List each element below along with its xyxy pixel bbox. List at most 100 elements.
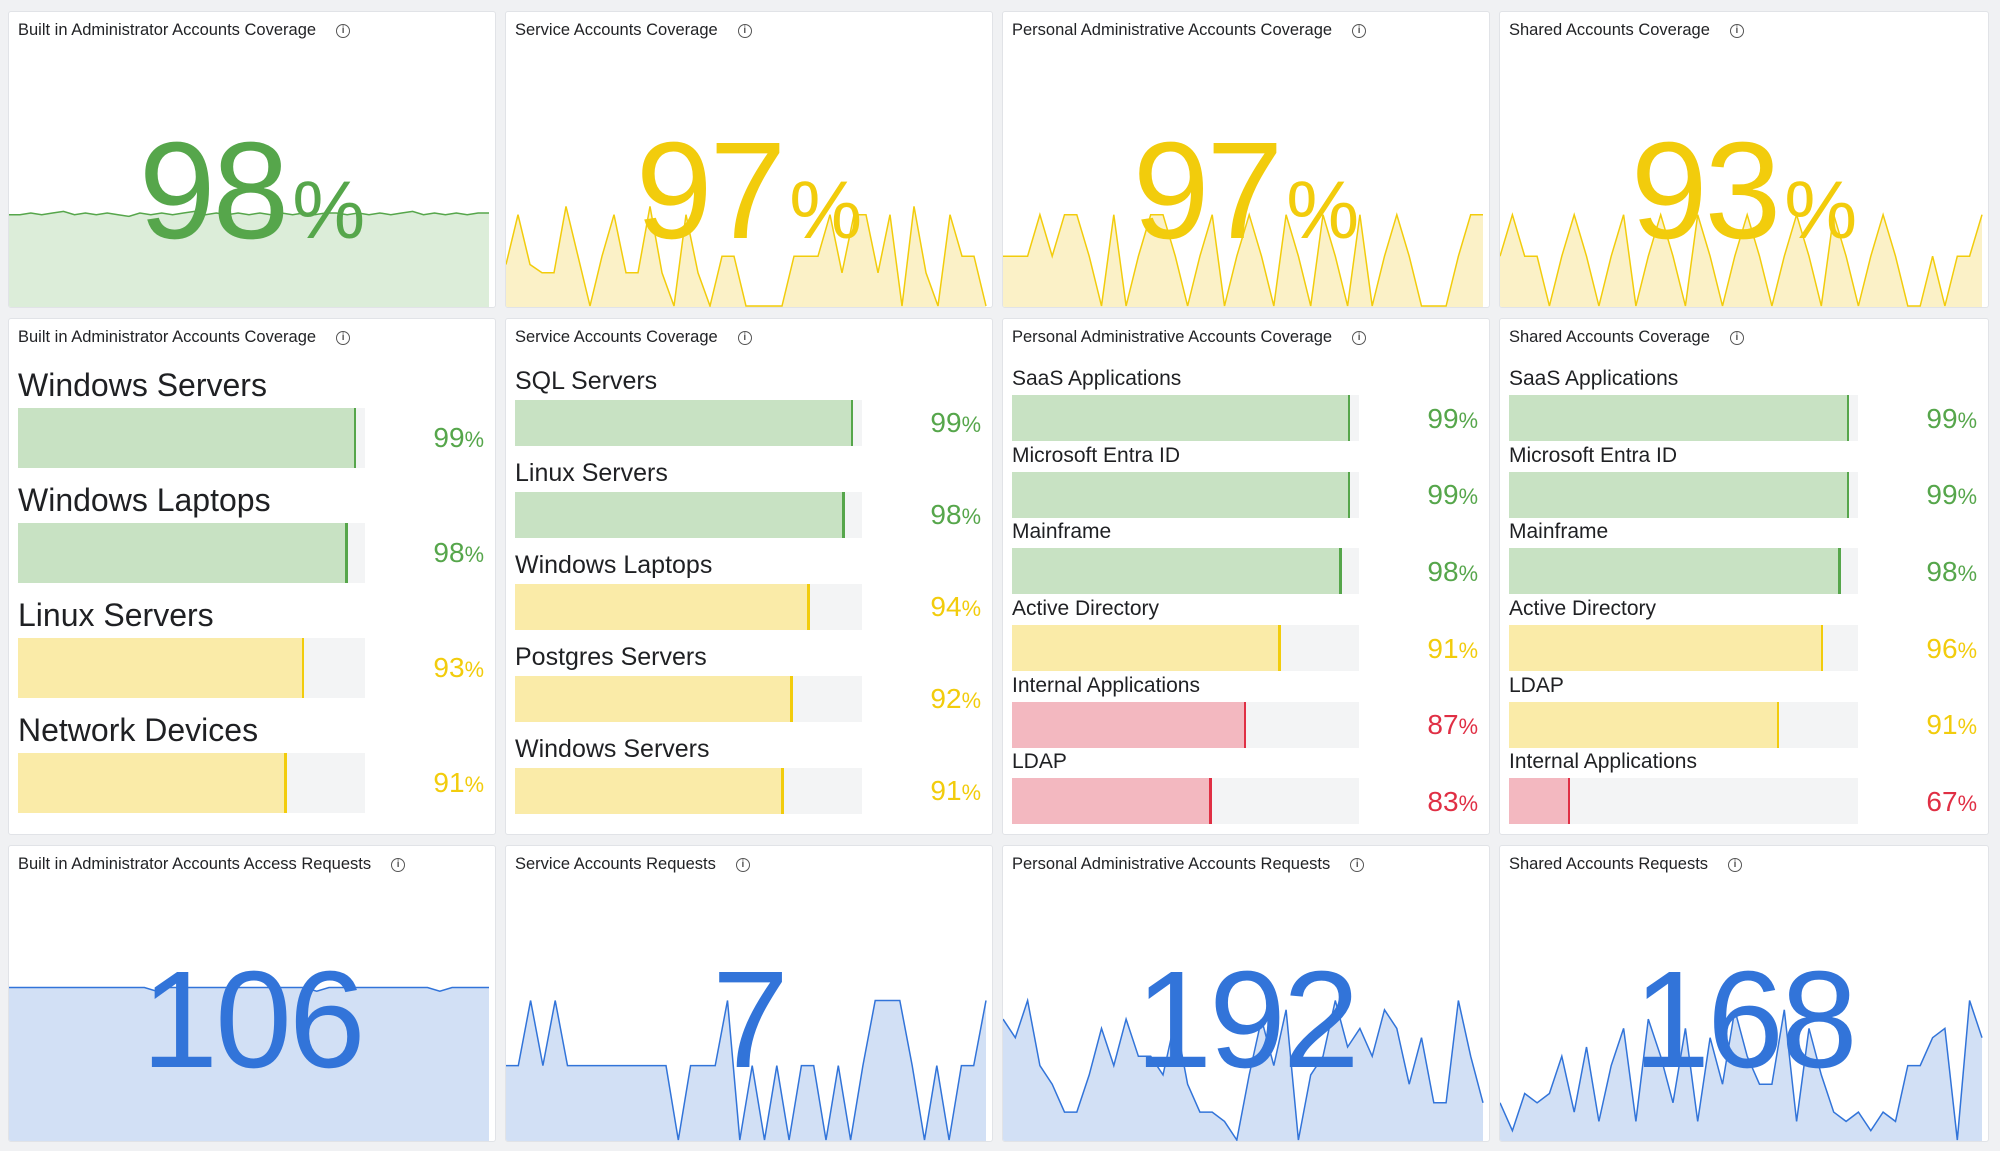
gauge-track [515, 399, 862, 446]
percent-unit: % [292, 165, 366, 256]
stat-panel-service-coverage[interactable]: Service Accounts Coverage i 97% [505, 11, 993, 308]
gauge-marker [1347, 471, 1351, 518]
gauge-label: Microsoft Entra ID [1012, 443, 1181, 467]
gauge-row[interactable]: Network Devices 91% [18, 712, 486, 827]
panel-title-text: Built in Administrator Accounts Coverage [18, 21, 317, 39]
gauge-value-number: 96 [1926, 632, 1958, 664]
info-icon[interactable]: i [1728, 857, 1743, 872]
panel-title: Built in Administrator Accounts Access R… [18, 855, 406, 874]
info-icon[interactable]: i [737, 330, 752, 345]
stat-panel-builtin-coverage[interactable]: Built in Administrator Accounts Coverage… [8, 11, 496, 308]
sparkline-line [506, 206, 987, 307]
gauge-row[interactable]: Linux Servers 98% [515, 459, 983, 551]
gauge-fill [515, 767, 784, 814]
gauge-row[interactable]: Linux Servers 93% [18, 597, 486, 712]
gauge-fill [1509, 548, 1841, 595]
stat-panel-service-requests[interactable]: Service Accounts Requests i 7 [505, 845, 993, 1142]
info-icon[interactable]: i [1352, 23, 1367, 38]
gauge-value: 91% [930, 775, 981, 807]
panel-title-text: Shared Accounts Coverage [1509, 328, 1710, 346]
stat-panel-builtin-requests[interactable]: Built in Administrator Accounts Access R… [8, 845, 496, 1142]
gauge-fill [1012, 701, 1247, 748]
stat-panel-shared-coverage[interactable]: Shared Accounts Coverage i 93% [1499, 11, 1989, 308]
sparkline [1003, 997, 1484, 1141]
sparkline [9, 210, 489, 307]
gauge-value: 83% [1427, 786, 1478, 818]
stat-panel-personal-admin-requests[interactable]: Personal Administrative Accounts Request… [1002, 845, 1490, 1142]
gauge-value-unit: % [1458, 484, 1478, 510]
sparkline-line [9, 986, 489, 992]
gauge-value: 94% [930, 591, 981, 623]
gauge-value-number: 99 [1427, 402, 1459, 434]
gauge-marker [850, 399, 854, 446]
gauge-marker [284, 752, 287, 813]
gauge-row[interactable]: Active Directory 96% [1509, 597, 1979, 674]
bargauge-panel-personal-admin-coverage[interactable]: Personal Administrative Accounts Coverag… [1002, 318, 1490, 835]
gauge-fill [515, 583, 810, 630]
info-icon[interactable]: i [737, 23, 752, 38]
gauge-marker [1209, 778, 1212, 825]
bargauge-panel-service-coverage[interactable]: Service Accounts Coverage i SQL Servers 99… [505, 318, 993, 835]
stat-panel-shared-requests[interactable]: Shared Accounts Requests i 168 [1499, 845, 1989, 1142]
gauge-row[interactable]: SaaS Applications 99% [1012, 367, 1480, 444]
request-count: 106 [9, 951, 495, 1089]
bargauge-panel-shared-coverage[interactable]: Shared Accounts Coverage i SaaS Applicati… [1499, 318, 1989, 835]
info-icon[interactable]: i [1729, 330, 1744, 345]
gauge-label: SaaS Applications [1012, 367, 1182, 390]
gauge-row[interactable]: Windows Servers 91% [515, 735, 983, 827]
sparkline-area [1500, 1000, 1982, 1141]
info-icon[interactable]: i [735, 857, 750, 872]
gauge-row[interactable]: Windows Servers 99% [18, 367, 486, 482]
gauge-row[interactable]: Microsoft Entra ID 99% [1509, 444, 1979, 521]
info-icon[interactable]: i [336, 23, 351, 38]
gauge-value-number: 99 [1427, 479, 1459, 511]
info-icon[interactable]: i [336, 330, 351, 345]
stat-panel-personal-admin-coverage[interactable]: Personal Administrative Accounts Coverag… [1002, 11, 1490, 308]
panel-title-text: Personal Administrative Accounts Request… [1012, 855, 1331, 873]
gauge-value-number: 99 [1926, 402, 1958, 434]
gauge-row[interactable]: SaaS Applications 99% [1509, 367, 1979, 444]
coverage-number: 97 [1132, 114, 1283, 268]
gauge-track [515, 675, 862, 722]
gauge-row[interactable]: Microsoft Entra ID 99% [1012, 444, 1480, 521]
gauge-row[interactable]: Windows Laptops 98% [18, 482, 486, 597]
gauge-track [18, 407, 365, 468]
gauge-row[interactable]: Mainframe 98% [1509, 520, 1979, 597]
gauge-track [1509, 471, 1858, 518]
gauge-fill [18, 637, 305, 698]
gauge-row[interactable]: Mainframe 98% [1012, 520, 1480, 597]
gauge-row[interactable]: Internal Applications 67% [1509, 750, 1979, 827]
gauge-value-number: 99 [930, 407, 962, 439]
gauge-fill [515, 675, 793, 722]
gauge-fill [18, 522, 348, 583]
gauge-marker [353, 407, 357, 468]
info-icon[interactable]: i [1729, 23, 1744, 38]
info-icon[interactable]: i [391, 857, 406, 872]
panel-title: Service Accounts Coverage i [515, 328, 752, 347]
gauge-row[interactable]: LDAP 91% [1509, 674, 1979, 751]
bargauge-panel-builtin-coverage[interactable]: Built in Administrator Accounts Coverage… [8, 318, 496, 835]
gauge-value-unit: % [464, 772, 484, 798]
gauge-track [515, 767, 862, 814]
panel-title-text: Service Accounts Requests [515, 855, 716, 873]
gauge-row[interactable]: SQL Servers 99% [515, 367, 983, 459]
gauge-value-number: 98 [1926, 556, 1958, 588]
gauge-row[interactable]: LDAP 83% [1012, 750, 1480, 827]
gauge-marker [1339, 548, 1342, 595]
gauge-row[interactable]: Postgres Servers 92% [515, 643, 983, 735]
coverage-number: 93 [1630, 114, 1781, 268]
gauge-label: Windows Laptops [18, 482, 271, 518]
gauge-track [515, 491, 862, 538]
gauge-label: Linux Servers [18, 597, 214, 633]
gauge-value-unit: % [961, 596, 981, 622]
request-count-number: 192 [1135, 943, 1359, 1097]
gauge-marker [781, 767, 784, 814]
gauge-label: Windows Servers [18, 367, 267, 403]
info-icon[interactable]: i [1352, 330, 1367, 345]
coverage-value: 93% [1500, 122, 1988, 260]
gauge-row[interactable]: Internal Applications 87% [1012, 674, 1480, 751]
gauge-row[interactable]: Active Directory 91% [1012, 597, 1480, 674]
gauge-row[interactable]: Windows Laptops 94% [515, 551, 983, 643]
info-icon[interactable]: i [1350, 857, 1365, 872]
gauge-label: LDAP [1509, 673, 1564, 697]
